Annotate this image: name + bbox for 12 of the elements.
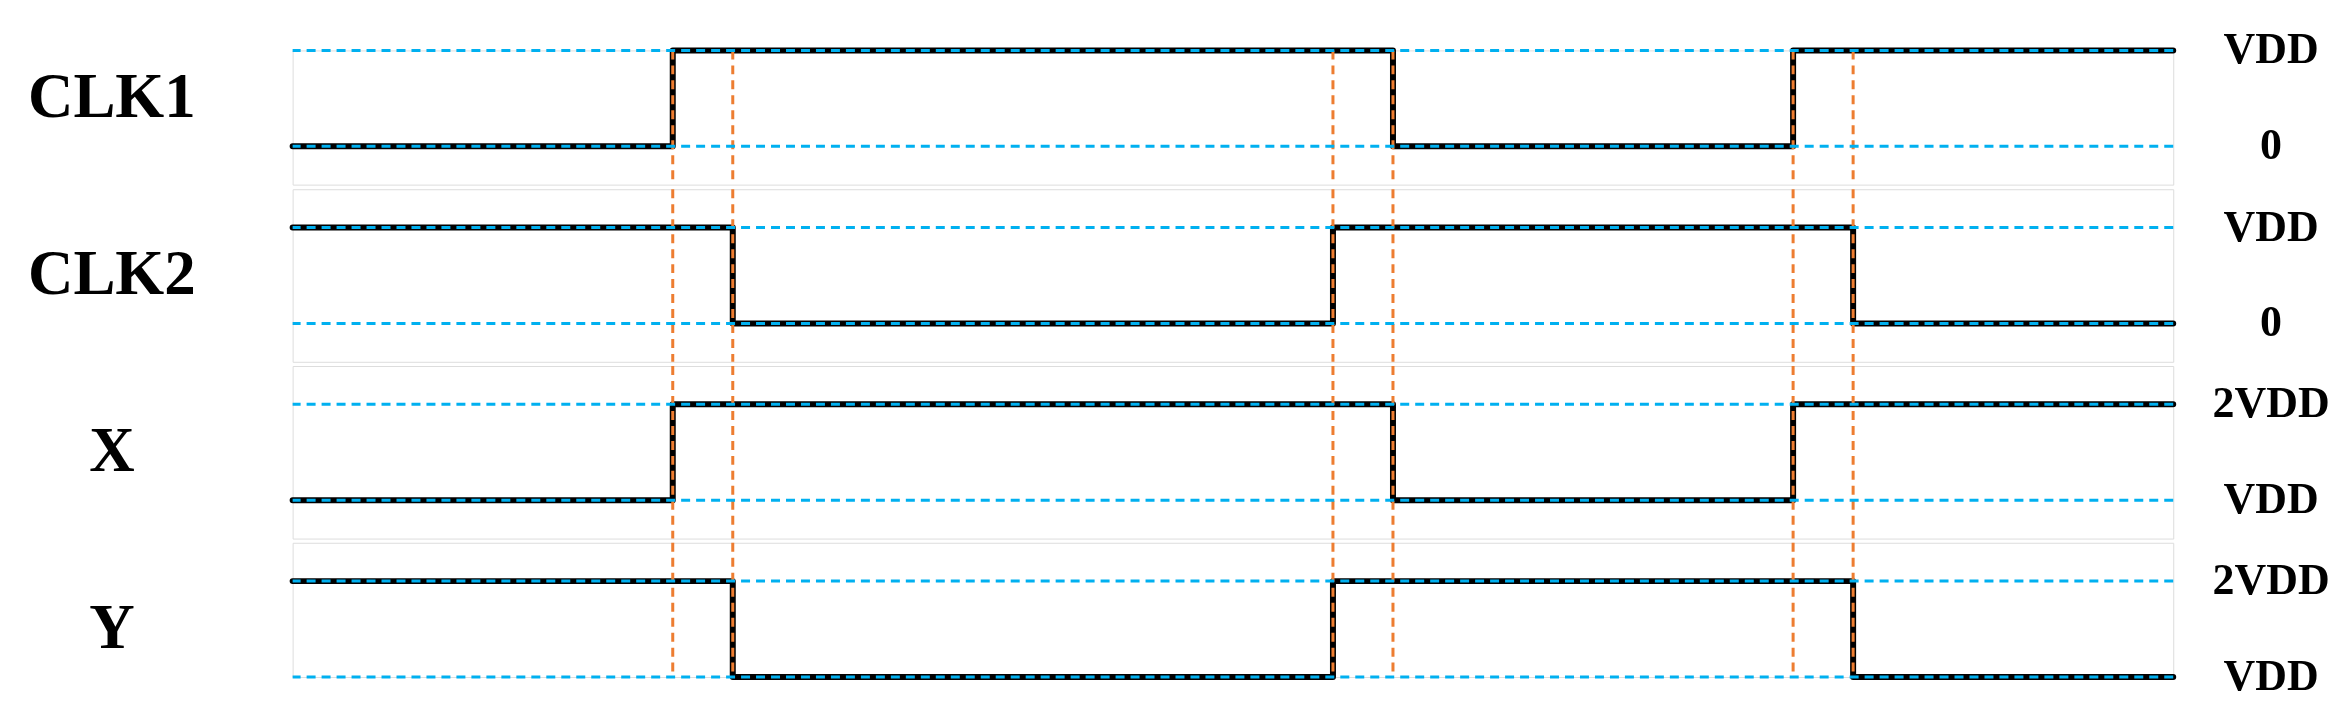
ref-line-label: 0	[2260, 297, 2283, 347]
y-axis-title: Y	[89, 592, 135, 663]
ref-line-label: 0	[2260, 120, 2283, 170]
y-axis-title: CLK1	[27, 61, 196, 132]
ref-line-label: 2VDD	[2212, 555, 2330, 605]
ref-line-label: VDD	[2223, 474, 2319, 524]
ref-line-label: VDD	[2223, 201, 2319, 251]
y-axis-title: X	[89, 415, 135, 486]
ref-line-label: 2VDD	[2212, 378, 2330, 428]
y-axis-title: CLK2	[27, 238, 196, 309]
ref-line-label: VDD	[2223, 650, 2319, 700]
ref-line-label: VDD	[2223, 24, 2319, 74]
